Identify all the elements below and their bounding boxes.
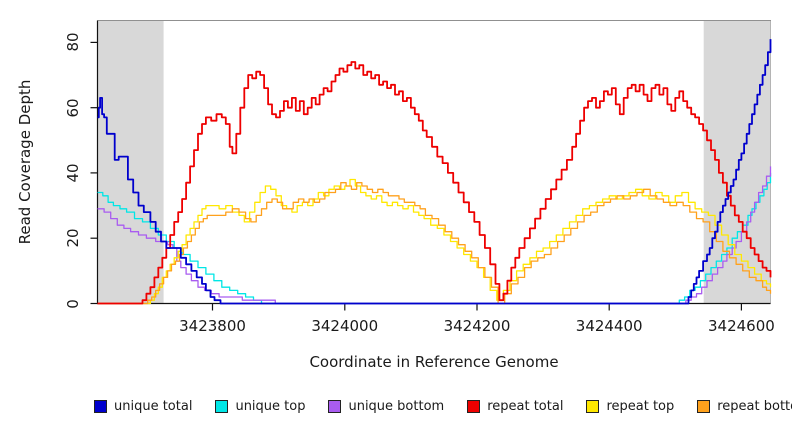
series-unique-total-line: [97, 39, 772, 305]
legend-item-repeat-top: repeat top: [586, 399, 674, 414]
legend-label: unique top: [235, 399, 306, 414]
y-tick-label: 60: [64, 98, 82, 118]
y-tick-label: 80: [64, 32, 82, 52]
legend-label: unique total: [114, 399, 193, 414]
legend-item-unique-total: unique total: [94, 399, 192, 414]
left-flank-shaded-region: [97, 21, 164, 303]
series-repeat-bottom-line: [97, 182, 772, 305]
legend-swatch-icon: [586, 400, 600, 413]
legend-label: repeat bottom: [717, 399, 792, 414]
x-axis-tick-labels: 3423800 3424000 3424200 3424400 3424600: [0, 317, 792, 337]
y-tick-label: 0: [64, 298, 82, 309]
legend-swatch-icon: [697, 400, 711, 413]
y-axis-tick-labels: 0 20 40 60 80: [0, 0, 100, 432]
x-tick-label: 3423800: [179, 317, 246, 335]
legend-label: unique bottom: [348, 399, 445, 414]
y-tick-label: 20: [64, 228, 82, 248]
legend-swatch-icon: [328, 400, 342, 413]
legend-item-unique-top: unique top: [215, 399, 305, 414]
y-tick-label: 40: [64, 163, 82, 183]
x-tick-label: 3424400: [575, 317, 643, 335]
series-repeat-top-line: [97, 178, 772, 305]
legend-item-repeat-total: repeat total: [467, 399, 563, 414]
legend-item-unique-bottom: unique bottom: [328, 399, 444, 414]
series-repeat-total-line: [97, 61, 772, 305]
x-tick-label: 3424600: [708, 317, 775, 335]
series-unique-bottom-line: [97, 166, 772, 305]
chart-legend: unique total unique top unique bottom repea…: [94, 399, 792, 414]
legend-item-repeat-bottom: repeat bottom: [697, 399, 792, 414]
y-axis-title: Read Coverage Depth: [16, 79, 34, 245]
legend-swatch-icon: [94, 400, 107, 413]
legend-swatch-icon: [215, 400, 229, 413]
x-tick-label: 3424200: [443, 317, 511, 335]
legend-label: repeat top: [606, 399, 675, 414]
legend-swatch-icon: [467, 400, 481, 413]
x-axis-title: Coordinate in Reference Genome: [309, 353, 559, 371]
legend-label: repeat total: [487, 399, 564, 414]
x-tick-label: 3424000: [311, 317, 379, 335]
